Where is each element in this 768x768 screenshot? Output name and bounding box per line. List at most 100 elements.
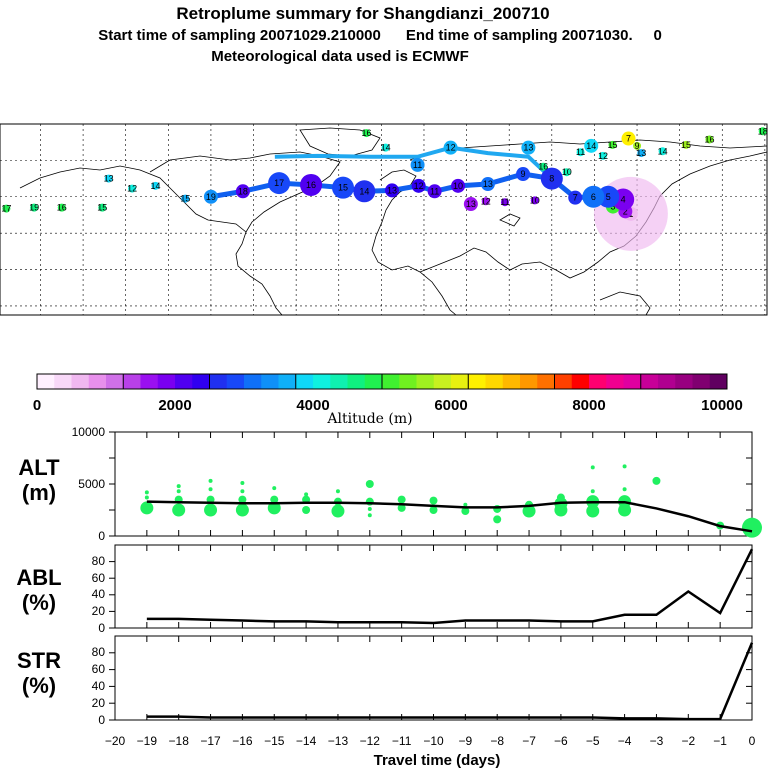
altitude-colorbar: 0 2000 4000 6000 8000 10000 Altitude (m)	[33, 373, 743, 427]
x-tick-label: −7	[522, 734, 536, 748]
map-point: 12	[127, 184, 137, 194]
alt-dot	[267, 501, 281, 515]
colorbar-tick-8000: 8000	[572, 397, 605, 414]
x-tick-label: −3	[650, 734, 664, 748]
x-tick-label: −9	[459, 734, 473, 748]
alt-dot	[235, 503, 249, 517]
colorbar-cell	[502, 374, 521, 389]
map-point: 9	[516, 167, 531, 182]
alt-dot	[590, 465, 595, 470]
colorbar-cell	[88, 374, 107, 389]
map-point-marker	[481, 197, 490, 206]
colorbar-tick-6000: 6000	[434, 397, 467, 414]
map-point: 14	[381, 143, 391, 153]
colorbar-cell	[226, 374, 245, 389]
map-point-marker	[500, 198, 509, 207]
trajectory-map: 1234567891011121314151617181914121315131…	[0, 123, 768, 316]
abl-ytick-20: 20	[92, 604, 106, 618]
map-point-marker	[598, 151, 607, 160]
colorbar-cell	[209, 374, 228, 389]
alt-dot	[367, 506, 372, 511]
colorbar-cell	[520, 374, 538, 389]
map-point-marker	[411, 178, 426, 193]
colorbar-cell	[106, 374, 124, 389]
alt-dot	[522, 504, 536, 518]
coast-europe-africa	[371, 169, 457, 316]
map-point-label: 13	[387, 185, 397, 195]
map-point-marker	[621, 131, 636, 146]
alt-dot	[140, 501, 154, 515]
str-panel-frame	[114, 635, 753, 721]
map-point-marker	[268, 172, 291, 195]
alt-dot	[397, 503, 406, 512]
map-point: 15	[180, 194, 190, 204]
map-point: 18	[758, 126, 768, 136]
map-point-label: 10	[530, 195, 540, 205]
map-point-label: 15	[180, 194, 190, 204]
map-point-label: 10	[562, 167, 572, 177]
map-point-label: 14	[359, 186, 369, 196]
map-point-label: 16	[361, 128, 371, 138]
map-point: 12	[411, 178, 426, 193]
map-point-marker	[57, 203, 66, 212]
map-point: 15	[681, 140, 691, 150]
map-point: 19	[203, 189, 218, 204]
x-tick-label: −5	[586, 734, 600, 748]
str-panel: STR (%) 0 20 40 60 80 −20 −19 −18 −17 −16 −15…	[17, 635, 756, 768]
colorbar-cell	[261, 374, 279, 389]
map-point-label: 19	[29, 203, 39, 213]
alt-dot	[429, 496, 438, 505]
str-ytick-20: 20	[92, 696, 106, 710]
colorbar-cell	[295, 374, 314, 389]
sampling-time-line: Start time of sampling 20071029.210000 E…	[98, 27, 662, 44]
map-point-label: 16	[704, 134, 714, 144]
map-point: 10	[451, 178, 466, 193]
x-tick-label: −15	[264, 734, 285, 748]
alt-dot	[270, 495, 279, 504]
map-point-label: 14	[151, 181, 161, 191]
alt-dot	[302, 506, 311, 514]
alt-dot	[586, 504, 600, 518]
abl-panel: ABL (%) 0 20 40 60 80	[16, 544, 754, 635]
map-point-label: 4	[621, 194, 626, 204]
map-point-marker	[98, 203, 107, 212]
map-point-label: 2	[623, 206, 628, 216]
map-point-marker	[637, 149, 646, 158]
map-point-marker	[608, 140, 617, 149]
map-point-marker	[443, 140, 458, 155]
x-tick-label: −13	[328, 734, 349, 748]
x-tick-label: −19	[137, 734, 158, 748]
map-point-marker	[584, 138, 599, 153]
alt-dot	[240, 480, 245, 485]
colorbar-cell	[192, 374, 210, 389]
map-point: 14	[584, 138, 599, 153]
map-point: 12	[598, 151, 608, 161]
colorbar-cell	[71, 374, 90, 389]
map-point-marker	[682, 140, 691, 149]
map-point: 15	[608, 140, 618, 150]
map-point-label: 10	[453, 181, 463, 191]
x-tick-label: −1	[713, 734, 727, 748]
page-title: Retroplume summary for Shangdianzi_20071…	[176, 4, 549, 23]
str-ylabel: STR	[17, 648, 61, 673]
map-point: 11	[427, 184, 442, 199]
map-point-marker	[516, 167, 531, 182]
map-point-label: 15	[608, 140, 618, 150]
map-point: 14	[658, 146, 668, 156]
alt-dot	[144, 490, 149, 495]
map-point: 12	[481, 196, 491, 206]
met-data-line: Meteorological data used is ECMWF	[211, 48, 469, 65]
abl-ylabel-unit: (%)	[22, 590, 56, 615]
map-point-label: 12	[127, 184, 137, 194]
map-point-label: 5	[606, 192, 611, 202]
abl-ytick-80: 80	[92, 554, 106, 568]
alt-dot	[331, 504, 345, 518]
map-point: 8	[540, 167, 563, 190]
map-point-marker	[128, 184, 137, 193]
colorbar-cell	[589, 374, 607, 389]
map-point-label: 14	[658, 146, 668, 156]
x-tick-label: −12	[360, 734, 381, 748]
map-point-label: 16	[57, 203, 67, 213]
map-point: 10	[562, 167, 572, 177]
map-point: 10	[530, 195, 540, 205]
